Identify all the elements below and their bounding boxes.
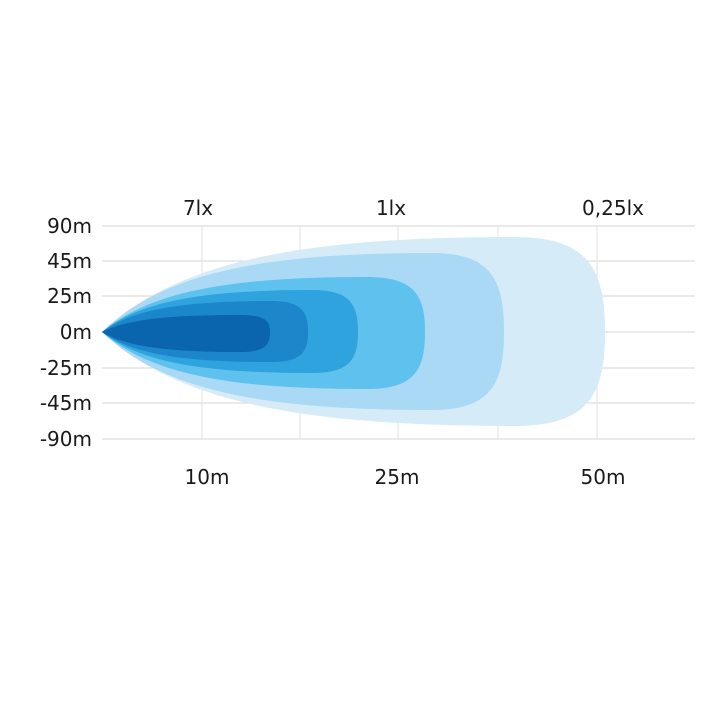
y-tick-label: 0m	[60, 320, 92, 344]
isolux-label: 1lx	[376, 196, 406, 220]
x-tick-label: 10m	[185, 465, 230, 489]
beam-contours	[102, 237, 605, 426]
isolux-labels: 7lx 1lx 0,25lx	[183, 196, 644, 220]
y-tick-label: -45m	[40, 391, 92, 415]
beam-contour-6	[102, 315, 270, 352]
y-tick-label: 90m	[47, 214, 92, 238]
x-tick-label: 25m	[375, 465, 420, 489]
isolux-label: 7lx	[183, 196, 213, 220]
y-tick-label: 25m	[47, 284, 92, 308]
y-tick-label: -90m	[40, 427, 92, 451]
x-axis-labels: 10m 25m 50m	[185, 465, 626, 489]
isolux-label: 0,25lx	[582, 196, 644, 220]
y-tick-label: -25m	[40, 356, 92, 380]
y-axis-labels: 90m 45m 25m 0m -25m -45m -90m	[40, 214, 92, 451]
x-tick-label: 50m	[581, 465, 626, 489]
y-tick-label: 45m	[47, 249, 92, 273]
